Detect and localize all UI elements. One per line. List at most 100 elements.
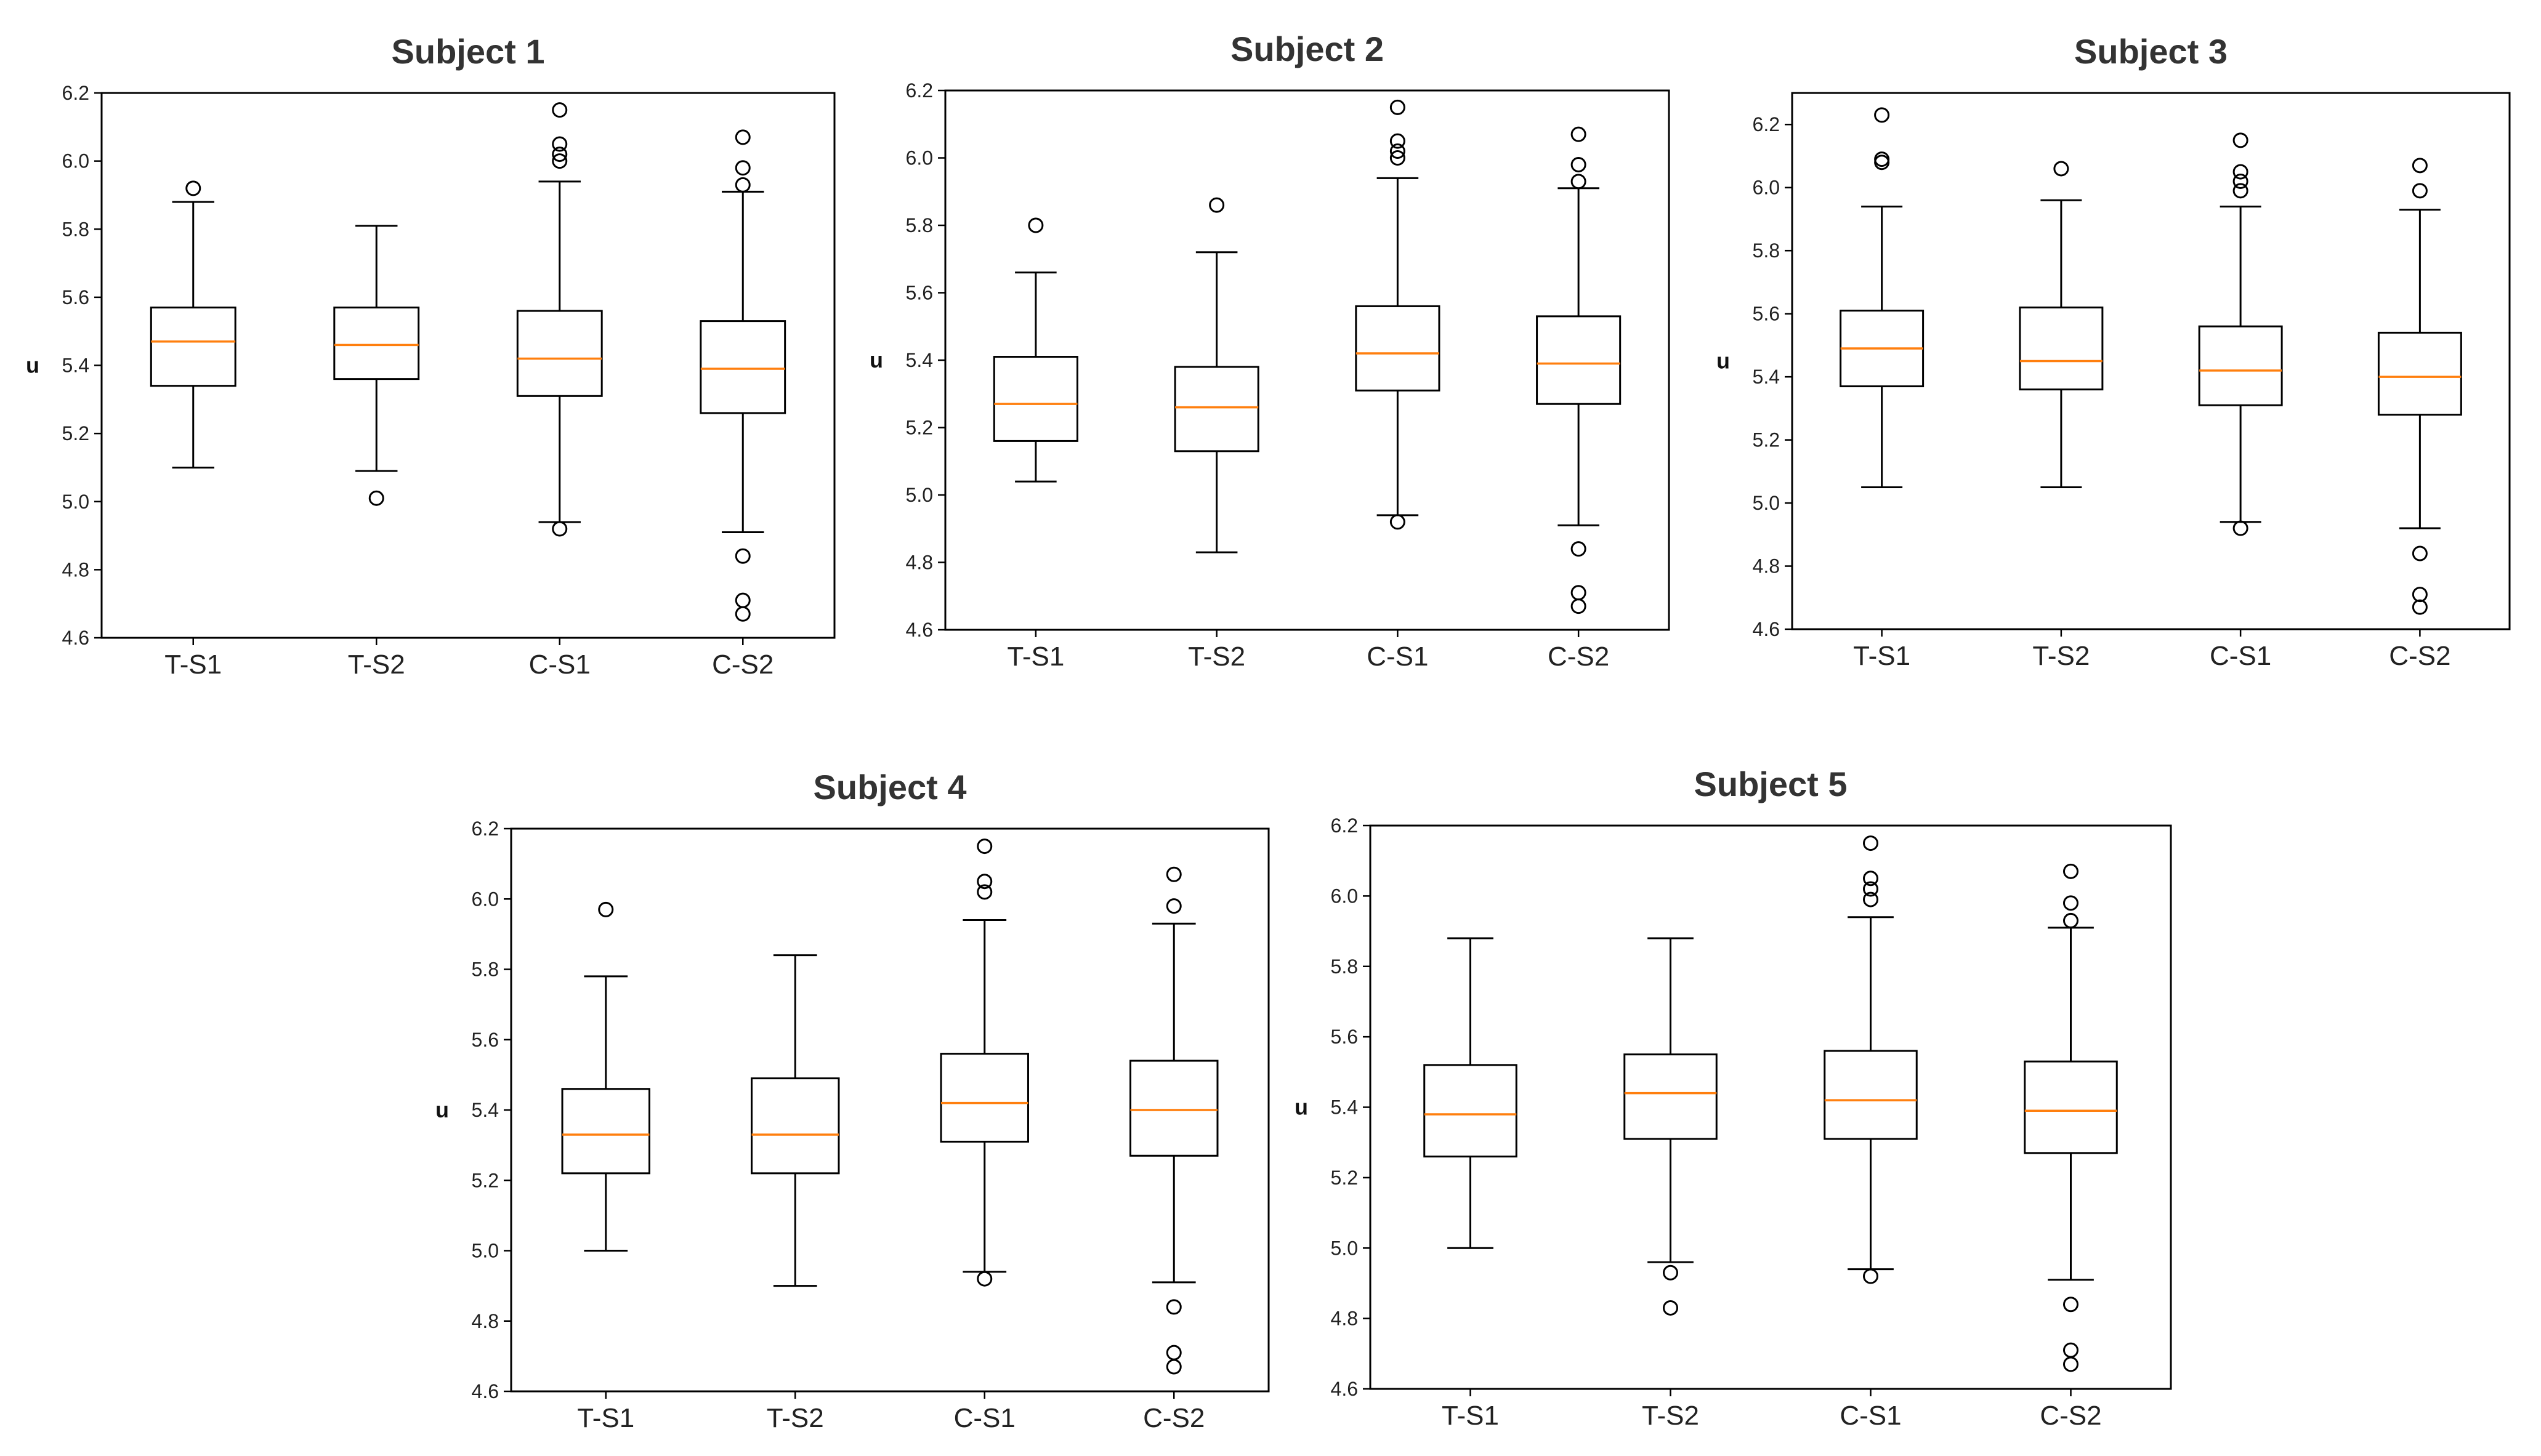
- box-c-s1: C-S1: [940, 839, 1029, 1433]
- outlier-point: [977, 874, 993, 890]
- outlier-point: [735, 177, 751, 193]
- outlier-point: [2063, 895, 2078, 911]
- y-tick-label: 4.8: [62, 558, 89, 581]
- outlier-point: [1863, 891, 1878, 907]
- box-t-s1: T-S1: [993, 217, 1078, 672]
- outlier-point: [1166, 866, 1182, 882]
- outlier-point: [2412, 183, 2428, 199]
- y-tick-label: 5.8: [472, 959, 499, 981]
- y-tick-label: 5.6: [906, 282, 933, 304]
- outlier-point: [552, 147, 568, 163]
- y-tick-label: 5.4: [1753, 366, 1780, 388]
- axes-frame: [100, 92, 836, 639]
- outlier-point: [1166, 1299, 1182, 1315]
- y-tick-label: 5.4: [472, 1099, 499, 1121]
- outlier-point: [368, 490, 384, 506]
- outlier-point: [1863, 871, 1878, 887]
- box-t-s1: T-S1: [150, 180, 236, 680]
- y-tick-label: 6.0: [62, 150, 89, 172]
- outlier-point: [977, 839, 993, 855]
- outlier-point: [552, 153, 568, 169]
- iqr-box: [1129, 1060, 1219, 1157]
- outlier-point: [2232, 164, 2248, 180]
- x-tick-label: T-S1: [1853, 641, 1910, 671]
- y-tick-label: 5.4: [62, 355, 89, 377]
- iqr-box: [150, 306, 236, 387]
- x-tick-label: C-S1: [2210, 641, 2271, 671]
- x-tick-label: T-S2: [348, 650, 405, 680]
- x-tick-label: T-S1: [1442, 1401, 1499, 1431]
- y-tick-label: 4.8: [1753, 555, 1780, 577]
- y-tick-label: 5.2: [1753, 429, 1780, 451]
- outlier-point: [735, 592, 751, 608]
- x-tick-label: T-S1: [577, 1403, 634, 1433]
- x-tick-label: T-S2: [767, 1403, 824, 1433]
- chart-title: Subject 1: [392, 32, 545, 71]
- outlier-point: [1863, 881, 1878, 897]
- y-tick-label: 5.0: [1331, 1237, 1358, 1259]
- iqr-box: [2198, 325, 2283, 406]
- box-t-s2: T-S2: [1174, 197, 1259, 672]
- y-tick-label: 6.0: [906, 147, 933, 169]
- outlier-point: [1874, 151, 1890, 167]
- outlier-point: [1389, 150, 1405, 166]
- box-c-s1: C-S1: [516, 102, 603, 680]
- y-tick-label: 4.8: [1331, 1308, 1358, 1330]
- y-axis-label: u: [1295, 1095, 1308, 1120]
- y-tick-label: 5.2: [1331, 1167, 1358, 1189]
- iqr-box: [2024, 1060, 2118, 1154]
- y-tick-label: 5.4: [906, 349, 933, 371]
- outlier-point: [552, 136, 568, 152]
- x-tick-label: C-S2: [2040, 1401, 2101, 1431]
- x-tick-label: C-S1: [1840, 1401, 1901, 1431]
- outlier-point: [2063, 1297, 2078, 1313]
- y-tick-label: 5.6: [1331, 1026, 1358, 1048]
- outlier-point: [2412, 158, 2428, 174]
- x-tick-label: C-S1: [1367, 642, 1428, 672]
- y-tick-label: 4.6: [1331, 1378, 1358, 1400]
- chart-panel: Subject 1 u 4.6 4.8 5.0 5.2 5.4 5.6 5.8 6.0 6.2 T-S…: [26, 32, 836, 680]
- x-tick-label: C-S2: [1143, 1403, 1205, 1433]
- outlier-point: [1570, 585, 1586, 601]
- y-axis-label: u: [435, 1097, 449, 1122]
- box-c-s2: C-S2: [2377, 158, 2462, 671]
- outlier-point: [1209, 197, 1225, 213]
- outlier-point: [2412, 545, 2428, 561]
- outlier-point: [1166, 1345, 1182, 1361]
- iqr-box: [1174, 366, 1259, 452]
- box-t-s1: T-S1: [1840, 107, 1925, 671]
- axes-frame: [944, 89, 1670, 631]
- outlier-point: [2063, 863, 2078, 879]
- box-t-s2: T-S2: [2019, 161, 2104, 671]
- y-axis-label: u: [1716, 348, 1730, 374]
- box-t-s1: T-S1: [561, 901, 650, 1433]
- iqr-box: [561, 1088, 650, 1175]
- y-axis-label: u: [870, 347, 883, 372]
- y-tick-label: 4.6: [906, 619, 933, 641]
- y-tick-label: 5.0: [472, 1240, 499, 1262]
- y-tick-label: 5.6: [472, 1029, 499, 1051]
- y-tick-label: 6.0: [1331, 885, 1358, 907]
- y-tick-label: 4.6: [62, 627, 89, 649]
- chart-title: Subject 4: [814, 768, 967, 806]
- y-tick-label: 5.8: [1753, 239, 1780, 262]
- outlier-point: [1389, 514, 1405, 530]
- x-tick-label: C-S1: [529, 650, 591, 680]
- y-tick-label: 5.2: [906, 417, 933, 439]
- outlier-point: [185, 180, 201, 196]
- x-tick-label: C-S2: [1548, 642, 1609, 672]
- y-tick-label: 6.2: [472, 818, 499, 840]
- iqr-box: [516, 310, 603, 397]
- iqr-box: [2019, 306, 2104, 391]
- iqr-box: [751, 1077, 840, 1175]
- y-axis-label: u: [26, 353, 39, 378]
- y-tick-label: 5.8: [62, 218, 89, 240]
- box-t-s2: T-S2: [1623, 937, 1718, 1431]
- x-tick-label: T-S2: [1642, 1401, 1699, 1431]
- y-tick-label: 5.0: [62, 491, 89, 513]
- box-c-s2: C-S2: [1536, 126, 1622, 672]
- outlier-point: [2412, 587, 2428, 603]
- box-c-s1: C-S1: [1824, 835, 1918, 1431]
- x-tick-label: T-S1: [1007, 642, 1064, 672]
